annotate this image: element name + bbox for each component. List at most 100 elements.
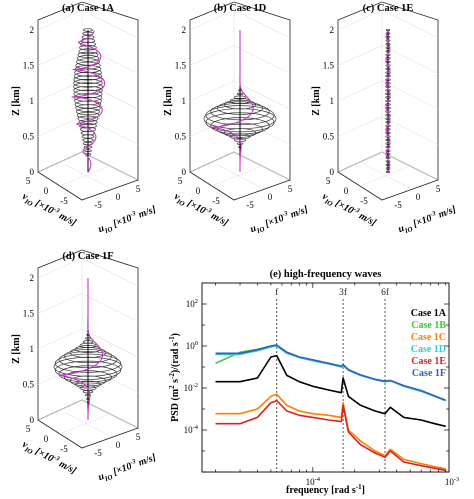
- psd-series-line-2: [215, 393, 446, 470]
- panel-title: (c) Case 1E: [363, 3, 414, 14]
- panel-title: (d) Case 1F: [62, 251, 113, 262]
- u-tick-label: 0: [268, 192, 273, 202]
- v-tick-label: 0: [44, 434, 49, 444]
- x-tick-label: 10-3: [445, 476, 459, 487]
- z-tick-label: 0.5: [23, 380, 35, 390]
- psd-x-axis-label: frequency [rad s-1]: [286, 483, 365, 496]
- u-tick-label: -5: [94, 200, 102, 210]
- z-tick-label: 0: [30, 415, 35, 425]
- legend-entry: Case 1E: [411, 356, 446, 367]
- x-tick-label: 10-4: [306, 476, 321, 487]
- u-axis-label: uIO [×10-3 m/s]: [248, 203, 310, 237]
- panel-title: (b) Case 1D: [214, 3, 267, 14]
- box-floor-front: [337, 171, 439, 201]
- z-axis-label: Z [km]: [163, 86, 174, 116]
- psd-title: (e) high-frequency waves: [270, 269, 382, 280]
- z-tick-label: 1.5: [175, 61, 187, 71]
- legend-entry: Case 1C: [411, 332, 446, 343]
- z-grid-line: [189, 9, 291, 39]
- wind-spiral: [209, 30, 254, 172]
- z-grid-line: [189, 80, 291, 110]
- z-tick-label: 1: [30, 96, 35, 106]
- v-axis-label: vIO [×10-3 m/s]: [319, 190, 379, 231]
- z-grid-line: [337, 151, 439, 181]
- u-tick-label: 5: [436, 184, 441, 194]
- floor-grid-line: [59, 409, 111, 437]
- floor-grid-line: [59, 161, 111, 189]
- v-tick-label: -5: [212, 196, 220, 206]
- v-tick-label: 0: [44, 186, 49, 196]
- wind-spiral: [60, 278, 104, 420]
- z-grid-line: [37, 364, 139, 393]
- u-tick-label: -5: [94, 448, 102, 458]
- v-tick-label: 5: [178, 176, 183, 186]
- u-axis-label: uIO [×10-3 m/s]: [396, 203, 458, 237]
- z-tick-label: 1: [30, 344, 35, 354]
- z-tick-label: 0: [182, 167, 187, 177]
- u-tick-label: -5: [246, 200, 254, 210]
- z-grid-line: [37, 80, 139, 110]
- wind-spiral: [71, 30, 106, 173]
- u-tick-label: 5: [288, 184, 293, 194]
- z-grid-line: [189, 116, 291, 145]
- box-floor-front: [37, 419, 139, 449]
- z-grid-line: [189, 45, 291, 74]
- z-tick-label: 2: [30, 273, 35, 283]
- floor-grid-line: [211, 165, 263, 187]
- psd-series-line-5: [215, 344, 446, 402]
- y-tick-label: 10-4: [184, 424, 199, 435]
- z-tick-label: 2: [330, 25, 335, 35]
- frequency-marker-label: f: [275, 287, 279, 298]
- z-grid-line: [337, 80, 439, 110]
- psd-series-line-0: [215, 354, 446, 428]
- frequency-marker-label: 3f: [339, 287, 348, 298]
- v-tick-label: -5: [60, 196, 68, 206]
- z-tick-label: 2: [30, 25, 35, 35]
- v-axis-label: vIO [×10-3 m/s]: [171, 190, 231, 231]
- floor-grid-line: [359, 161, 411, 189]
- u-tick-label: 5: [136, 184, 141, 194]
- psd-y-axis-label: PSD (m2 s-2)/(rad s-1): [168, 333, 181, 422]
- v-tick-label: 5: [26, 176, 31, 186]
- psd-series-line-4: [215, 399, 446, 472]
- u-axis-label: uIO [×10-3 m/s]: [96, 203, 158, 237]
- v-tick-label: 5: [326, 176, 331, 186]
- z-tick-label: 1.5: [23, 309, 35, 319]
- u-tick-label: 0: [416, 192, 421, 202]
- u-tick-label: 0: [116, 440, 121, 450]
- y-tick-label: 100: [186, 340, 198, 351]
- z-grid-line: [337, 9, 439, 39]
- psd-plot-frame: [201, 282, 450, 473]
- u-tick-label: -5: [394, 200, 402, 210]
- legend-entry: Case 1B: [411, 320, 446, 331]
- wind-spiral: [385, 30, 391, 173]
- v-axis-label: vIO [×10-3 m/s]: [19, 190, 79, 231]
- z-grid-line: [37, 257, 139, 287]
- box-floor-front: [189, 171, 291, 201]
- floor-grid-line: [359, 165, 411, 187]
- v-tick-label: 0: [196, 186, 201, 196]
- v-tick-label: 5: [26, 424, 31, 434]
- z-grid-line: [189, 151, 291, 181]
- z-tick-label: 1.5: [323, 61, 335, 71]
- floor-grid-line: [211, 161, 263, 189]
- legend-entry: Case 1A: [411, 308, 447, 319]
- z-grid-line: [37, 9, 139, 39]
- z-grid-line: [37, 328, 139, 358]
- legend-entry: Case 1F: [412, 368, 446, 379]
- z-grid-line: [37, 293, 139, 322]
- z-axis-label: Z [km]: [11, 86, 22, 116]
- z-tick-label: 0: [330, 167, 335, 177]
- u-axis-label: uIO [×10-3 m/s]: [96, 451, 158, 485]
- z-tick-label: 1: [182, 96, 187, 106]
- z-grid-line: [337, 45, 439, 74]
- z-axis-label: Z [km]: [11, 334, 22, 364]
- legend-entry: Case 1D: [411, 344, 446, 355]
- z-grid-line: [337, 116, 439, 145]
- z-tick-label: 0.5: [323, 132, 335, 142]
